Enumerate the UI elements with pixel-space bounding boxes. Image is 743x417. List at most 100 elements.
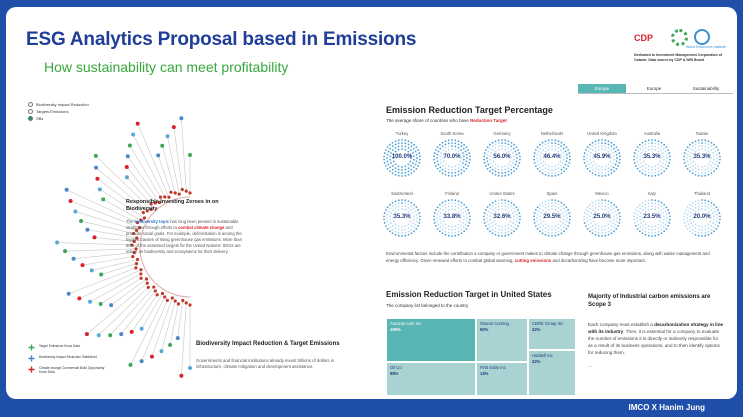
- arc-dot: [64, 187, 69, 192]
- arc-dot: [66, 291, 71, 296]
- arc-stem: [167, 136, 180, 195]
- arc-legend: Biodiversity Impact Reduction Targets Em…: [28, 101, 128, 122]
- arc-base-dot: [184, 301, 188, 305]
- country-percentage: 33.8%: [443, 214, 461, 220]
- legend-dot-icon: [28, 116, 33, 121]
- arc-base-dot: [138, 225, 142, 230]
- arc-base-dot: [144, 277, 149, 281]
- tab-europe-2[interactable]: Europe: [646, 86, 662, 91]
- country-circle: Germany 56.0%: [480, 131, 524, 181]
- plus-red-icon: [28, 366, 35, 373]
- arc-stem: [130, 296, 166, 365]
- arc-base-dot: [177, 192, 181, 196]
- arc-dot: [124, 175, 129, 180]
- arc-stem: [137, 123, 170, 198]
- arc-base-dot: [139, 276, 143, 280]
- country-circle: Finland 33.8%: [430, 191, 474, 241]
- arc-stem: [95, 155, 152, 210]
- arc-dot: [159, 349, 164, 354]
- dot-cluster: [433, 199, 471, 237]
- arc-dot: [98, 302, 103, 307]
- treemap-tile[interactable]: Hubbell Inc 22%: [528, 350, 576, 396]
- arc-dot: [93, 153, 98, 158]
- arc-stem: [65, 248, 137, 252]
- country-circle: Thailand 20.0%: [680, 191, 724, 241]
- ert-subtitle: The average share of countries who have …: [386, 118, 507, 123]
- tab-europe[interactable]: Europe: [578, 84, 626, 93]
- arc-dot: [171, 125, 176, 130]
- arc-stem: [141, 293, 163, 329]
- tab-underline: [578, 93, 733, 94]
- dot-cluster: [583, 139, 621, 177]
- arc-dot: [149, 354, 154, 359]
- arc-stem: [75, 211, 137, 231]
- country-name: Italy: [648, 191, 656, 196]
- country-circle: Italy 23.5%: [630, 191, 674, 241]
- arc-stem: [173, 127, 183, 190]
- dot-cluster: [533, 199, 571, 237]
- arc-dot: [179, 116, 184, 121]
- dot-cluster: [683, 139, 721, 177]
- legend-label: Targets Emissions: [36, 109, 69, 114]
- treemap-tile[interactable]: CBRE Group Inc 22%: [528, 318, 576, 350]
- arc-base-dot: [181, 298, 185, 303]
- arc-dot: [188, 153, 192, 157]
- page-title: ESG Analytics Proposal based in Emission…: [26, 29, 417, 50]
- dot-cluster: [583, 199, 621, 237]
- country-name: Taiwan: [695, 131, 709, 136]
- dashboard-frame: ESG Analytics Proposal based in Emission…: [6, 7, 737, 399]
- arc-base-dot: [170, 296, 174, 300]
- arc-stem: [66, 189, 138, 223]
- treemap-tile[interactable]: Owens Corning 50%: [476, 318, 528, 362]
- arc-base-dot: [139, 272, 143, 276]
- wri-logo-text: World Resources Institute: [686, 45, 727, 49]
- arc-base-dot: [146, 285, 150, 289]
- treemap-tile[interactable]: First Solar Inc 13%: [476, 362, 528, 396]
- arc-base-dot: [169, 190, 173, 194]
- arc-base-dot: [184, 189, 188, 193]
- arc-stem: [95, 167, 148, 212]
- arc-stem: [129, 145, 161, 198]
- highlight-cutting-emissions: cutting emissions: [514, 257, 552, 263]
- arc-dot: [168, 342, 173, 347]
- arc-stem: [110, 278, 147, 306]
- arc-dot: [108, 333, 113, 338]
- dot-cluster: [483, 199, 521, 237]
- arc-dot: [94, 165, 99, 170]
- arc-base-dot: [149, 207, 153, 212]
- region-tabs: Europe Europe Sustainability: [578, 84, 733, 94]
- treemap-tile[interactable]: Amazon.com Inc 100%: [386, 318, 476, 362]
- arc-base-dot: [132, 251, 136, 255]
- treemap-tile[interactable]: Oil Co 98%: [386, 362, 476, 396]
- arc-stem: [169, 303, 179, 346]
- dot-cluster: [433, 139, 471, 177]
- arc-dot: [119, 332, 124, 337]
- biodiversity-body: Governments and financial institutions a…: [196, 358, 335, 369]
- arc-dot: [92, 235, 97, 240]
- country-percentage: 45.9%: [593, 154, 611, 160]
- arc-base-dot: [131, 255, 135, 259]
- tab-sustainability[interactable]: Sustainability: [692, 86, 720, 91]
- arc-stem: [80, 220, 134, 234]
- arc-dot: [68, 198, 73, 203]
- arc-base-dot: [134, 247, 138, 251]
- green-circle-logo-icon: [671, 29, 688, 46]
- arc-dot: [73, 209, 78, 214]
- arc-stem: [100, 277, 142, 305]
- arc-stem: [132, 134, 166, 198]
- us-subtitle: The company list belonged to the country: [386, 303, 469, 308]
- arc-base-dot: [135, 257, 140, 262]
- arc-dot: [63, 249, 68, 254]
- arc-base-dot: [134, 261, 139, 266]
- arc-base-dot: [135, 236, 139, 240]
- arc-dot: [124, 164, 129, 169]
- arc-inner-ring: [139, 196, 191, 298]
- country-percentage: 35.3%: [643, 154, 661, 160]
- arc-dot: [131, 132, 136, 137]
- plus-blue-icon: [28, 355, 35, 362]
- page-subtitle: How sustainability can meet profitabilit…: [44, 59, 289, 75]
- arc-base-dot: [173, 299, 177, 303]
- arc-stem: [126, 166, 156, 204]
- arc-base-dot: [149, 202, 153, 206]
- country-circle: Netherlands 46.4%: [530, 131, 574, 181]
